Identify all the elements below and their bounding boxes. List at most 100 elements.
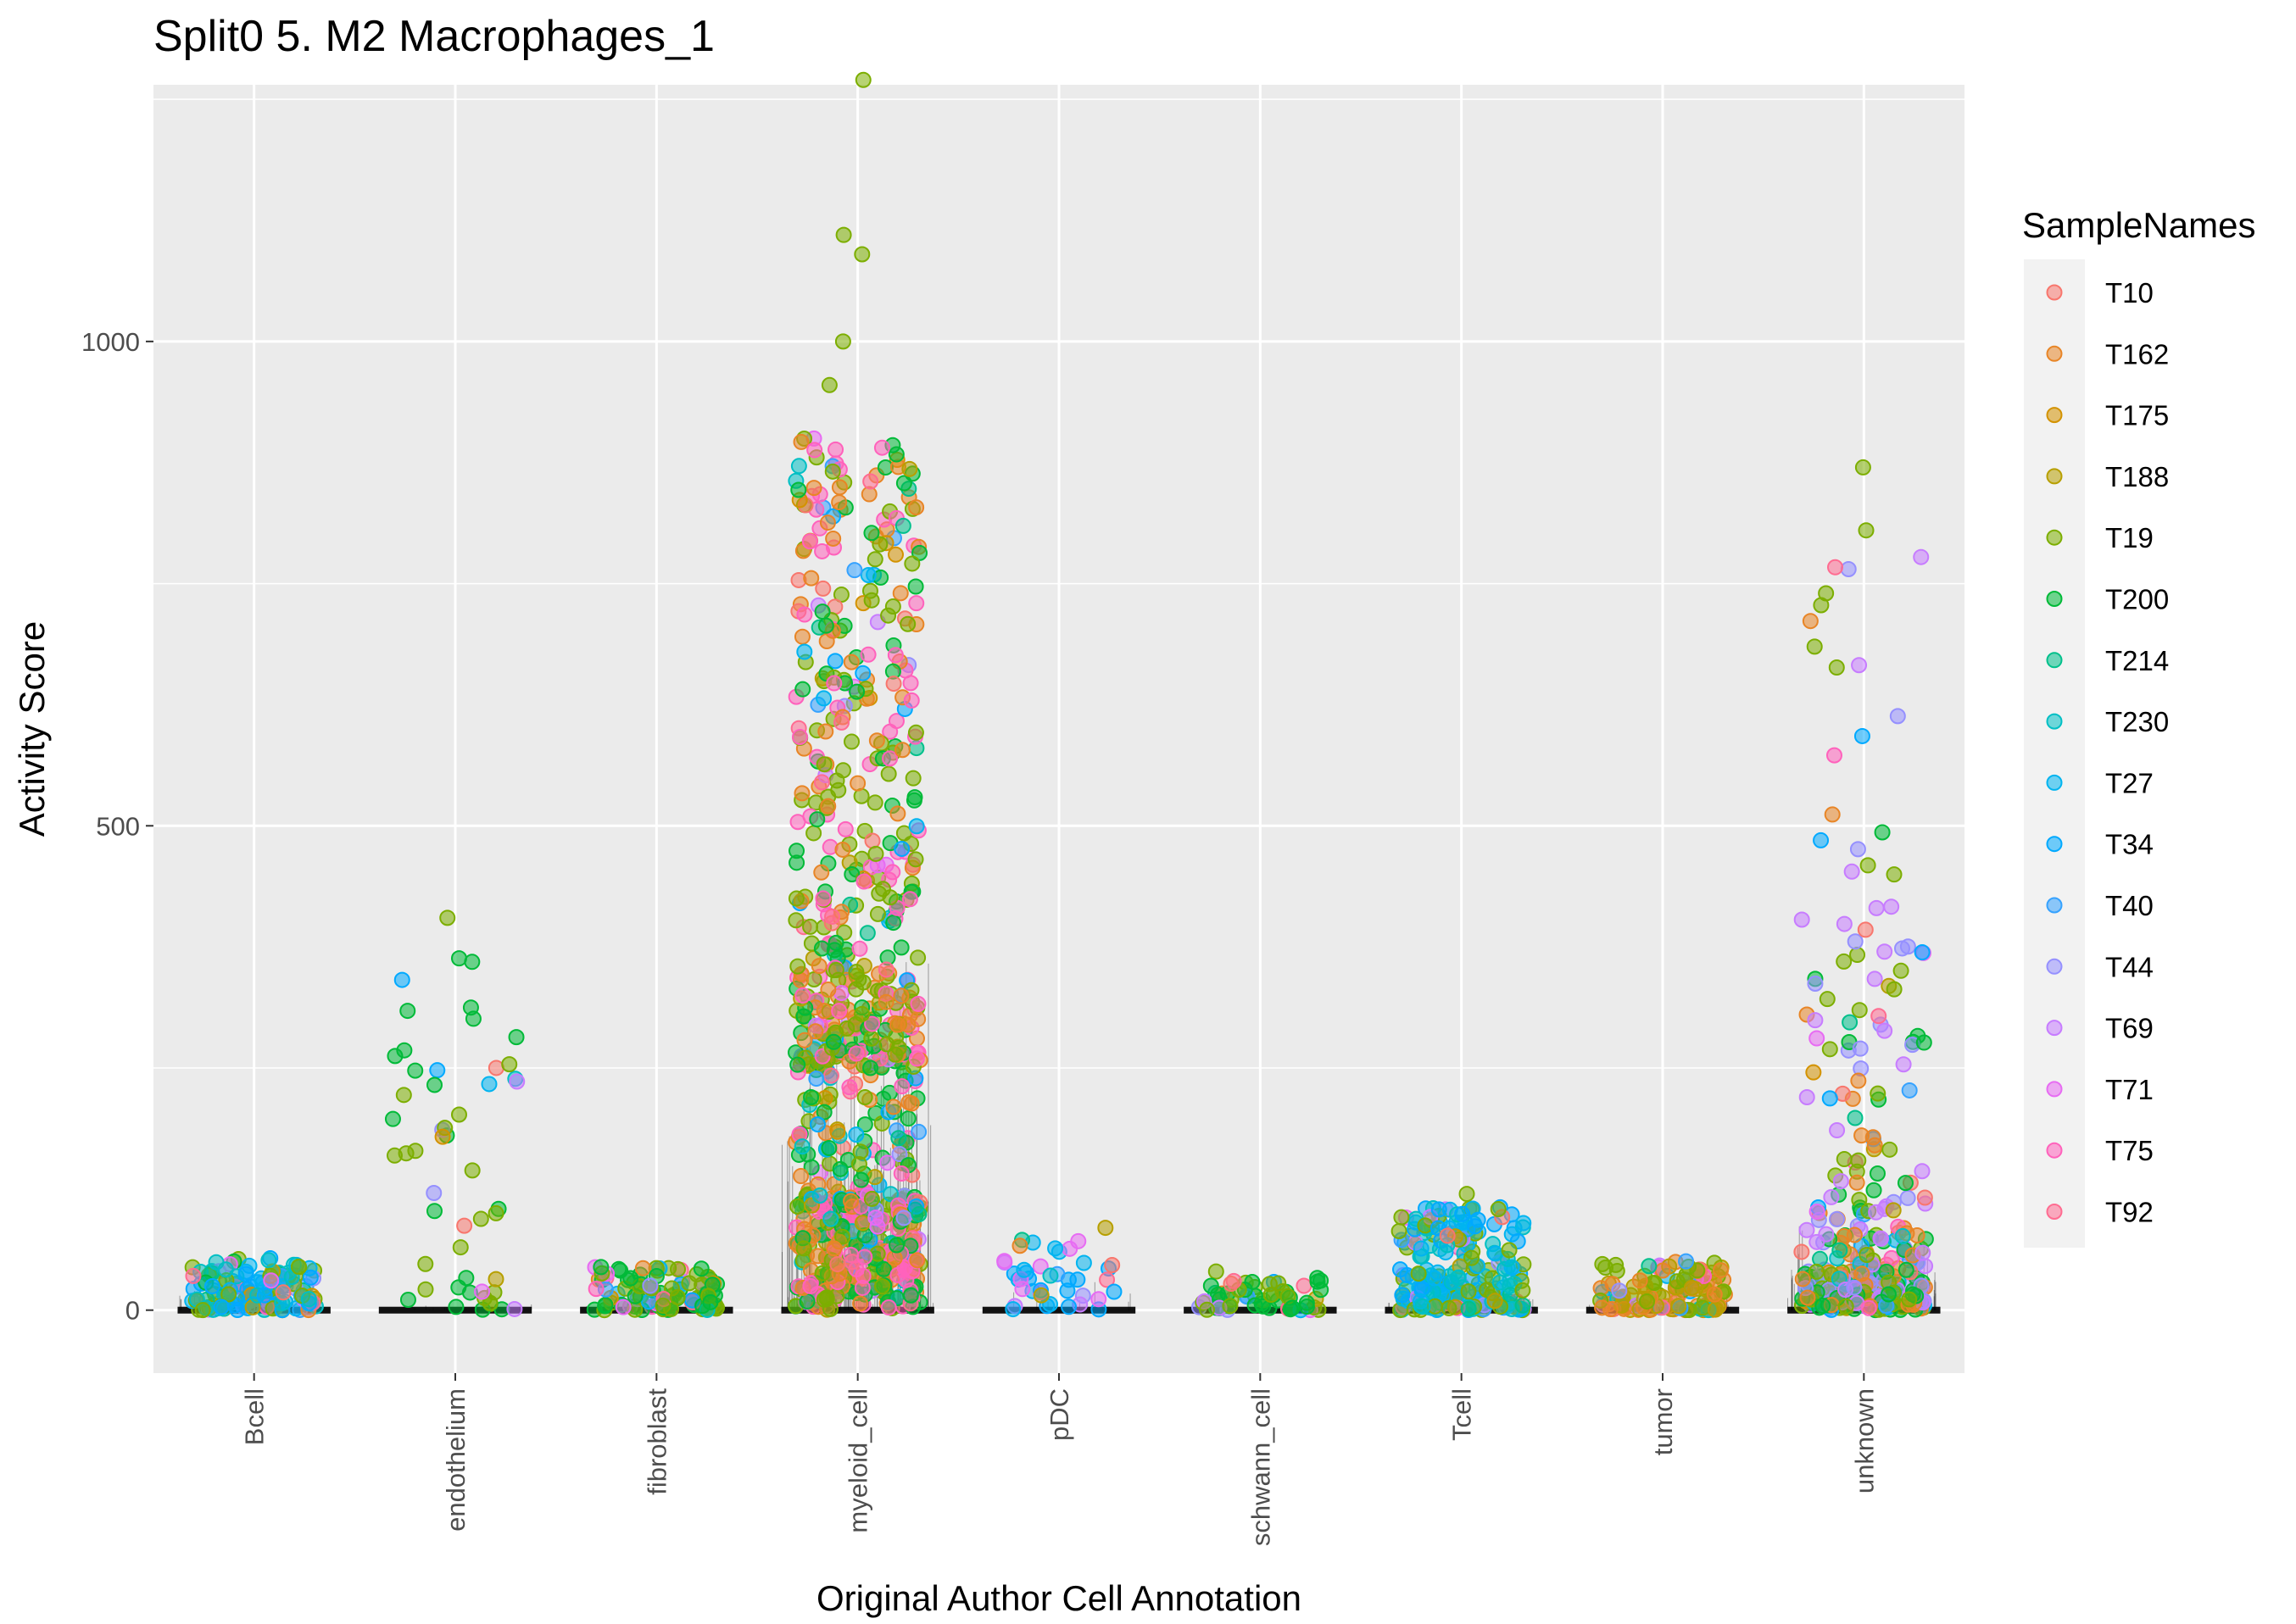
legend-label: T230 bbox=[2105, 706, 2169, 737]
data-point bbox=[855, 873, 872, 890]
legend-label: T175 bbox=[2105, 400, 2169, 431]
data-point bbox=[848, 964, 865, 981]
data-point bbox=[450, 950, 467, 967]
data-point bbox=[864, 1015, 881, 1032]
data-point bbox=[1913, 548, 1930, 565]
data-point bbox=[869, 1245, 886, 1262]
legend-label: T40 bbox=[2105, 890, 2154, 921]
chart-title: Split0 5. M2 Macrophages_1 bbox=[153, 12, 715, 61]
data-point bbox=[889, 805, 906, 822]
data-point bbox=[887, 546, 904, 563]
data-point bbox=[867, 845, 884, 862]
data-point bbox=[848, 1126, 865, 1143]
data-point bbox=[1222, 1298, 1239, 1315]
data-point bbox=[808, 1071, 825, 1087]
data-point bbox=[873, 439, 890, 456]
data-point bbox=[801, 533, 818, 550]
data-point bbox=[1061, 1299, 1078, 1315]
data-point bbox=[1309, 1270, 1326, 1287]
data-point bbox=[1261, 1276, 1278, 1293]
legend-label: T75 bbox=[2105, 1135, 2154, 1166]
data-point bbox=[1802, 613, 1819, 630]
data-point bbox=[793, 433, 810, 450]
data-point bbox=[1807, 1012, 1824, 1029]
data-point bbox=[509, 1073, 526, 1090]
data-point bbox=[867, 1169, 883, 1186]
data-point bbox=[880, 765, 897, 782]
data-point bbox=[891, 1146, 908, 1163]
data-point bbox=[803, 1088, 820, 1105]
data-point bbox=[828, 961, 844, 978]
data-point bbox=[794, 785, 811, 802]
data-point bbox=[429, 1062, 446, 1079]
data-point bbox=[867, 794, 883, 811]
data-point bbox=[464, 954, 481, 971]
data-point bbox=[789, 814, 806, 831]
data-point bbox=[1858, 522, 1875, 539]
data-point bbox=[1914, 944, 1931, 961]
data-point bbox=[1032, 1258, 1049, 1275]
x-tick-label: fibroblast bbox=[642, 1388, 672, 1495]
data-point bbox=[889, 1237, 906, 1254]
data-point bbox=[849, 683, 866, 700]
data-point bbox=[1829, 1122, 1846, 1139]
data-point bbox=[417, 1281, 434, 1298]
data-point bbox=[1825, 747, 1842, 764]
data-point bbox=[302, 1269, 319, 1286]
data-point bbox=[1611, 1282, 1628, 1299]
data-point bbox=[833, 714, 850, 731]
data-point bbox=[1467, 1218, 1484, 1235]
data-point bbox=[1284, 1299, 1301, 1316]
data-point bbox=[448, 1299, 465, 1315]
data-point bbox=[1831, 1242, 1848, 1259]
data-point bbox=[1852, 1040, 1869, 1057]
data-point bbox=[1866, 971, 1883, 987]
data-point bbox=[1016, 1261, 1033, 1278]
data-point bbox=[1823, 1188, 1840, 1205]
data-point bbox=[828, 441, 844, 458]
data-point bbox=[1836, 1151, 1853, 1168]
data-point bbox=[895, 475, 912, 492]
data-point bbox=[462, 999, 479, 1016]
data-point bbox=[1594, 1255, 1611, 1272]
data-point bbox=[882, 750, 899, 767]
data-point bbox=[1005, 1301, 1022, 1318]
data-point bbox=[1836, 915, 1853, 932]
data-point bbox=[256, 1287, 273, 1304]
legend-items: T10 T162 T175 T188 T19 T200 T214 T230 T27 T34 T40 T… bbox=[2046, 277, 2169, 1228]
data-point bbox=[825, 530, 842, 547]
data-point bbox=[1394, 1287, 1411, 1304]
data-point bbox=[1889, 708, 1906, 725]
data-point bbox=[860, 566, 877, 583]
legend-label: T188 bbox=[2105, 461, 2169, 492]
data-point bbox=[807, 1023, 824, 1040]
data-point bbox=[826, 1240, 843, 1257]
data-point bbox=[831, 479, 848, 496]
data-point bbox=[464, 1162, 481, 1179]
data-point bbox=[1390, 1222, 1407, 1239]
y-axis-title: Activity Score bbox=[12, 621, 52, 837]
legend-key bbox=[2046, 529, 2063, 546]
data-point bbox=[789, 854, 805, 871]
data-point bbox=[825, 1033, 842, 1050]
x-tick-label: tumor bbox=[1648, 1388, 1678, 1455]
data-point bbox=[885, 1098, 902, 1115]
data-point bbox=[1033, 1287, 1050, 1304]
data-point bbox=[880, 1299, 897, 1316]
data-point bbox=[488, 1271, 504, 1288]
data-point bbox=[901, 460, 918, 477]
legend-key bbox=[2046, 713, 2063, 730]
data-point bbox=[843, 1193, 860, 1210]
legend-key bbox=[2046, 958, 2063, 975]
data-point bbox=[1296, 1277, 1312, 1294]
legend-key bbox=[2046, 652, 2063, 669]
data-point bbox=[843, 653, 860, 670]
data-point bbox=[217, 1261, 234, 1278]
data-point bbox=[852, 1295, 869, 1312]
data-point bbox=[456, 1217, 473, 1234]
data-point bbox=[1806, 638, 1823, 655]
data-point bbox=[1901, 1291, 1918, 1308]
data-point bbox=[1859, 857, 1876, 874]
data-point bbox=[802, 1277, 819, 1294]
legend-key bbox=[2046, 468, 2063, 485]
